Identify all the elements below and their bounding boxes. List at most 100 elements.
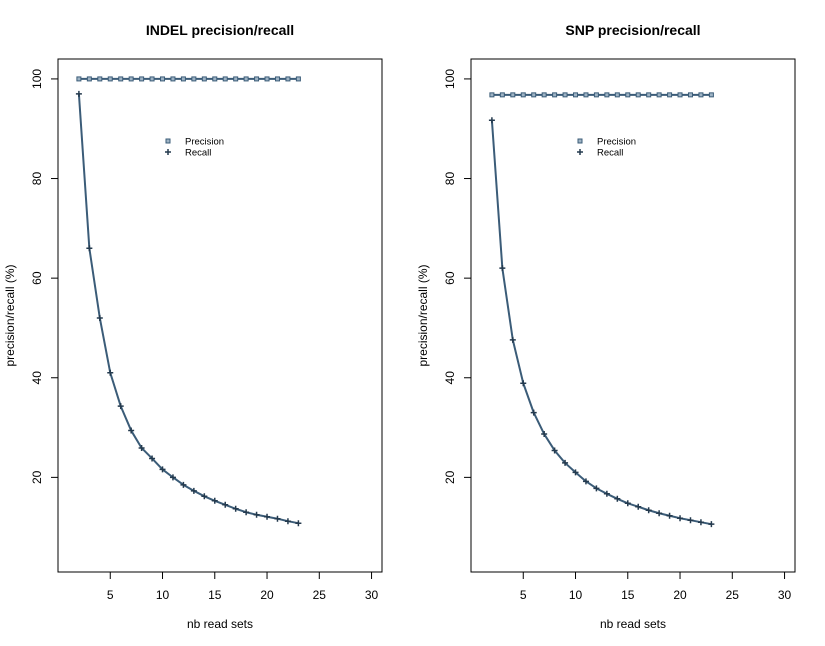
recall-point bbox=[614, 495, 621, 502]
recall-line bbox=[77, 93, 299, 525]
precision-point bbox=[201, 76, 207, 82]
x-tick-label: 25 bbox=[726, 588, 740, 602]
legend-label: Recall bbox=[597, 148, 623, 159]
recall-point bbox=[572, 469, 579, 476]
recall-point bbox=[117, 403, 124, 410]
precision-point bbox=[243, 76, 249, 82]
recall-point bbox=[96, 314, 103, 321]
x-tick-label: 15 bbox=[208, 588, 222, 602]
precision-point bbox=[698, 92, 704, 98]
x-tick-label: 30 bbox=[365, 588, 379, 602]
precision-point bbox=[687, 92, 693, 98]
recall-point bbox=[656, 510, 663, 517]
legend-plus-marker bbox=[577, 149, 583, 155]
recall-point bbox=[211, 497, 218, 504]
y-tick-label: 80 bbox=[30, 172, 44, 186]
recall-line bbox=[490, 120, 712, 526]
legend-square-marker bbox=[165, 138, 171, 144]
recall-point bbox=[708, 521, 715, 528]
legend-plus-marker bbox=[165, 149, 171, 155]
precision-point bbox=[107, 76, 113, 82]
x-tick-label: 5 bbox=[520, 588, 527, 602]
recall-point bbox=[295, 520, 302, 527]
precision-point bbox=[625, 92, 631, 98]
legend-item-recall: Recall bbox=[577, 148, 623, 159]
chart-panel-2: SNP precision/recall 5 10 15 20 25 30 20 40 60 80 1… bbox=[416, 22, 796, 631]
precision-point bbox=[160, 76, 166, 82]
x-axis-label: nb read sets bbox=[600, 617, 666, 631]
recall-point bbox=[75, 90, 82, 97]
y-tick-label: 20 bbox=[443, 470, 457, 484]
recall-point bbox=[677, 515, 684, 522]
recall-point bbox=[666, 512, 673, 519]
recall-point bbox=[284, 518, 291, 525]
series-precision bbox=[76, 76, 301, 82]
recall-point bbox=[107, 369, 114, 376]
x-tick-label: 20 bbox=[673, 588, 687, 602]
recall-point bbox=[562, 459, 569, 466]
y-tick-label: 60 bbox=[443, 271, 457, 285]
recall-point bbox=[687, 517, 694, 524]
recall-point bbox=[159, 466, 166, 473]
x-tick-label: 30 bbox=[778, 588, 792, 602]
recall-point bbox=[128, 427, 135, 434]
precision-point bbox=[677, 92, 683, 98]
precision-point bbox=[118, 76, 124, 82]
recall-point bbox=[624, 500, 631, 507]
precision-point bbox=[295, 76, 301, 82]
y-axis-label: precision/recall (%) bbox=[3, 264, 17, 366]
recall-point bbox=[551, 447, 558, 454]
precision-point bbox=[583, 92, 589, 98]
series-recall bbox=[75, 90, 302, 527]
y-tick-label: 20 bbox=[30, 470, 44, 484]
series-precision bbox=[489, 92, 714, 98]
precision-point bbox=[180, 76, 186, 82]
recall-point bbox=[138, 444, 145, 451]
precision-point bbox=[531, 92, 537, 98]
precision-point bbox=[635, 92, 641, 98]
series-recall bbox=[488, 117, 715, 528]
precision-point bbox=[264, 76, 270, 82]
recall-point bbox=[274, 515, 281, 522]
y-tick-label: 100 bbox=[443, 69, 457, 89]
precision-point bbox=[499, 92, 505, 98]
x-tick-label: 10 bbox=[156, 588, 170, 602]
plot-frame bbox=[470, 58, 796, 573]
recall-point bbox=[222, 501, 229, 508]
recall-point bbox=[180, 481, 187, 488]
recall-point bbox=[582, 478, 589, 485]
recall-point bbox=[499, 265, 506, 272]
recall-point bbox=[488, 117, 495, 124]
precision-point bbox=[76, 76, 82, 82]
precision-point bbox=[562, 92, 568, 98]
legend-item-recall: Recall bbox=[165, 148, 211, 159]
precision-point bbox=[191, 76, 197, 82]
precision-point bbox=[646, 92, 652, 98]
legend-label: Precision bbox=[597, 137, 636, 148]
precision-point bbox=[128, 76, 134, 82]
y-tick-label: 100 bbox=[30, 69, 44, 89]
recall-point bbox=[530, 409, 537, 416]
chart-title: SNP precision/recall bbox=[565, 22, 700, 38]
recall-point bbox=[593, 485, 600, 492]
recall-point bbox=[201, 493, 208, 500]
precision-point bbox=[149, 76, 155, 82]
legend-square-marker bbox=[577, 138, 583, 144]
precision-point bbox=[614, 92, 620, 98]
x-tick-label: 25 bbox=[313, 588, 327, 602]
x-tick-label: 20 bbox=[260, 588, 274, 602]
x-tick-label: 5 bbox=[107, 588, 114, 602]
precision-point bbox=[285, 76, 291, 82]
precision-point bbox=[667, 92, 673, 98]
precision-point bbox=[520, 92, 526, 98]
precision-point bbox=[274, 76, 280, 82]
x-tick-label: 10 bbox=[569, 588, 583, 602]
recall-point bbox=[149, 455, 156, 462]
chart-title: INDEL precision/recall bbox=[146, 22, 294, 38]
x-tick-label: 15 bbox=[621, 588, 635, 602]
y-tick-label: 60 bbox=[30, 271, 44, 285]
recall-point bbox=[603, 490, 610, 497]
